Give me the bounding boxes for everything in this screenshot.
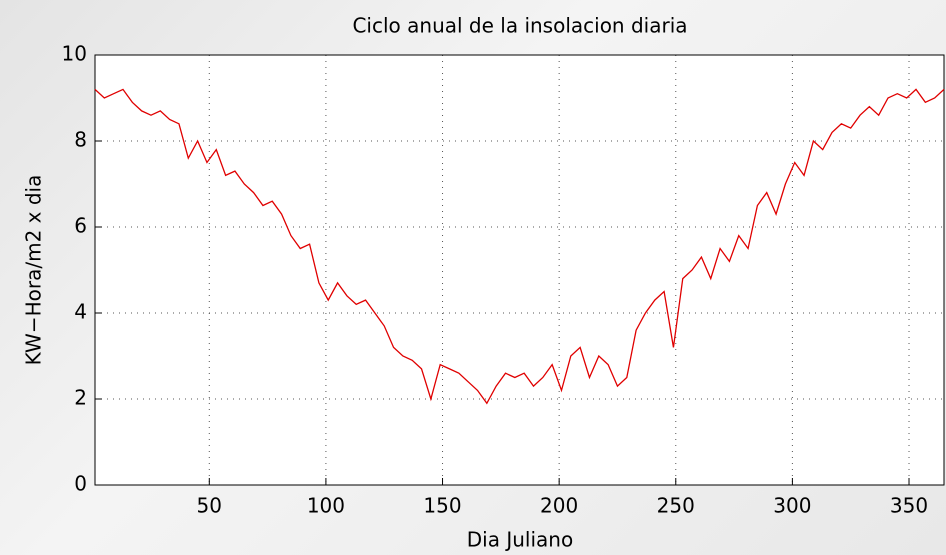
x-tick-label: 200 — [540, 494, 578, 518]
y-tick-label: 8 — [74, 128, 87, 152]
y-tick-label: 0 — [74, 472, 87, 496]
y-tick-label: 6 — [74, 214, 87, 238]
x-tick-label: 300 — [773, 494, 811, 518]
chart-title: Ciclo anual de la insolacion diaria — [352, 14, 687, 38]
y-tick-label: 2 — [74, 386, 87, 410]
x-tick-label: 250 — [657, 494, 695, 518]
x-tick-label: 100 — [307, 494, 345, 518]
x-axis-label: Dia Juliano — [467, 528, 573, 552]
y-axis-label: KW−Hora/m2 x dia — [22, 175, 46, 366]
plot-area — [95, 55, 944, 485]
x-tick-label: 50 — [197, 494, 222, 518]
y-tick-label: 4 — [74, 300, 87, 324]
y-tick-label: 10 — [62, 42, 87, 66]
x-tick-label: 150 — [423, 494, 461, 518]
axes-box — [94, 54, 945, 486]
data-line — [94, 88, 945, 405]
x-tick-label: 350 — [890, 494, 928, 518]
